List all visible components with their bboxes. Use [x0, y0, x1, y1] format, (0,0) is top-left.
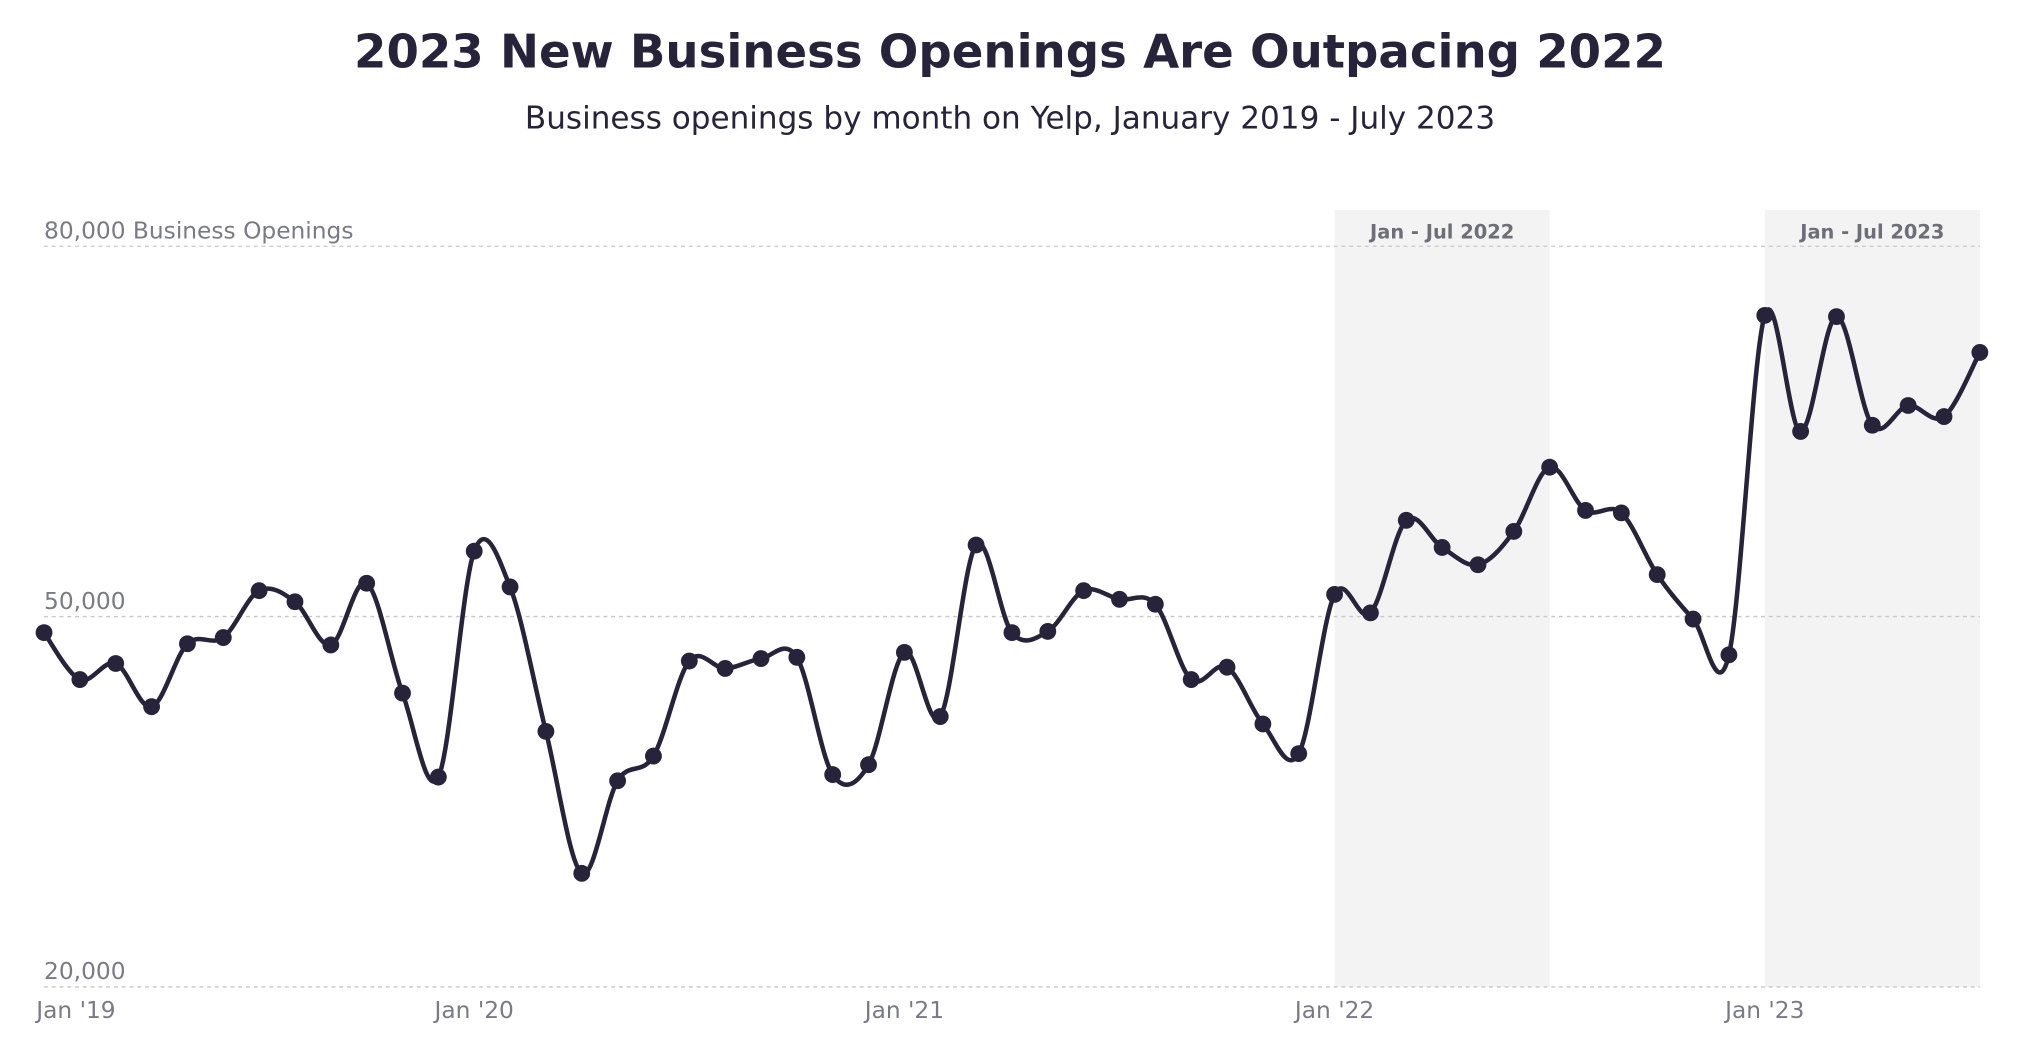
series-line: [42, 307, 1982, 876]
highlight-label: Jan - Jul 2022: [1368, 220, 1514, 243]
data-point: [680, 652, 698, 670]
data-point: [286, 593, 304, 611]
x-tick-label: Jan '23: [1723, 997, 1804, 1024]
y-tick-label: 80,000 Business Openings: [44, 217, 353, 244]
data-point: [931, 708, 949, 725]
x-tick-label: Jan '22: [1293, 997, 1374, 1024]
data-point: [394, 684, 411, 702]
data-point: [358, 574, 376, 592]
y-tick-label: 50,000: [44, 588, 126, 615]
data-point: [1505, 522, 1523, 540]
data-point: [1254, 715, 1272, 733]
x-tick-label: Jan '20: [433, 997, 514, 1024]
x-tick-label: Jan '19: [34, 997, 115, 1024]
highlight-bands: Jan - Jul 2022 Jan - Jul 2023: [1334, 209, 1980, 987]
highlight-band: [1764, 209, 1980, 987]
data-point: [716, 660, 734, 677]
data-point: [1003, 624, 1021, 642]
data-point: [645, 747, 662, 765]
data-point: [501, 578, 519, 596]
data-point: [1756, 306, 1774, 324]
highlight-label: Jan - Jul 2023: [1798, 220, 1944, 243]
data-point: [1612, 504, 1630, 522]
data-point: [71, 671, 89, 688]
data-point: [1935, 408, 1953, 426]
data-point: [1469, 556, 1487, 574]
data-point: [860, 756, 877, 774]
data-point: [1541, 458, 1559, 476]
data-point: [1362, 604, 1379, 622]
data-point: [1290, 745, 1308, 763]
data-point: [1899, 397, 1917, 414]
data-point: [250, 582, 268, 600]
data-point: [143, 698, 160, 716]
data-point: [1111, 590, 1128, 608]
x-tick-label: Jan '21: [863, 997, 944, 1024]
y-tick-label: 20,000: [44, 958, 126, 985]
data-point: [1792, 423, 1810, 440]
data-point: [1182, 671, 1200, 688]
data-point: [1863, 416, 1881, 434]
data-point: [214, 629, 232, 646]
data-point: [1971, 343, 1989, 361]
data-point: [1146, 595, 1164, 613]
data-point: [573, 864, 591, 882]
data-point: [1828, 308, 1845, 326]
data-point: [465, 542, 483, 560]
data-point: [179, 635, 196, 653]
data-point: [967, 536, 985, 554]
chart-title: 2023 New Business Openings Are Outpacing…: [354, 25, 1666, 79]
data-point: [537, 722, 555, 740]
data-point: [1433, 539, 1451, 556]
data-point: [1720, 646, 1738, 664]
data-point: [322, 636, 340, 654]
data-point: [895, 643, 913, 661]
data-point: [1684, 610, 1702, 628]
data-point: [1397, 511, 1415, 529]
data-point: [1326, 585, 1343, 603]
data-point: [1039, 622, 1057, 640]
data-point: [429, 768, 447, 786]
data-point: [1218, 658, 1236, 676]
data-point: [609, 772, 627, 790]
plot: [35, 306, 1989, 882]
grid: 20,000 50,000 80,000 Business Openings Jan …: [34, 217, 1980, 1024]
highlight-band: [1334, 209, 1550, 987]
data-point: [1075, 582, 1093, 600]
data-point: [1648, 566, 1666, 584]
data-point: [107, 655, 125, 672]
data-point: [1577, 502, 1594, 519]
data-point: [824, 766, 842, 784]
data-point: [788, 648, 806, 666]
data-point: [752, 650, 770, 667]
chart-subtitle: Business openings by month on Yelp, Janu…: [525, 100, 1495, 136]
data-point: [35, 624, 53, 642]
